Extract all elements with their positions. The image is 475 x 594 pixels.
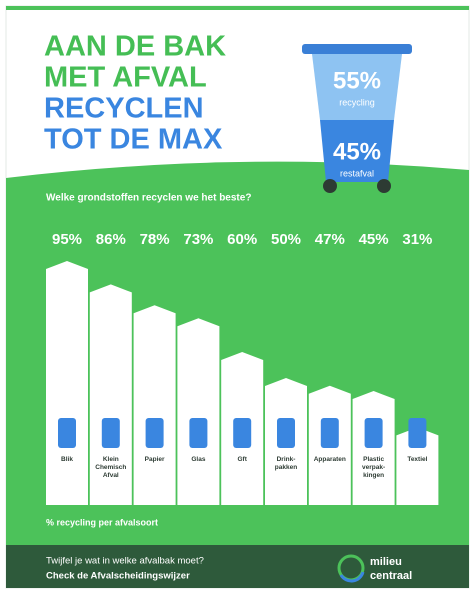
category-label: Textiel (396, 456, 438, 464)
infographic: AAN DE BAK MET AFVAL RECYCLEN TOT DE MAX… (0, 0, 475, 594)
value-label: 47% (315, 231, 345, 248)
caption: % recycling per afvalsoort (46, 517, 158, 527)
wheel (377, 179, 391, 193)
value-label: 78% (140, 231, 170, 248)
bar (46, 261, 88, 505)
chart-title: Welke grondstoffen recyclen we het beste… (46, 193, 251, 204)
icon (58, 418, 76, 448)
category-label: Gft (221, 456, 263, 464)
value-label: 73% (183, 231, 213, 248)
category-label: Drink- pakken (265, 456, 307, 472)
bin-value: 45% (333, 138, 381, 165)
bar (134, 305, 176, 505)
icon (365, 418, 383, 448)
value-label: 50% (271, 231, 301, 248)
bin-label: restafval (340, 168, 374, 178)
category-label: Papier (134, 456, 176, 464)
value-label: 86% (96, 231, 126, 248)
wheel (323, 179, 337, 193)
footer-question: Twijfel je wat in welke afvalbak moet? (46, 556, 204, 567)
bin-label: recycling (339, 97, 375, 107)
category-label: Klein Chemisch Afval (90, 456, 132, 480)
category-label: Glas (177, 456, 219, 464)
value-label: 45% (359, 231, 389, 248)
category-label: Apparaten (309, 456, 351, 464)
title-line: RECYCLEN (44, 93, 204, 125)
bin-value: 55% (333, 67, 381, 94)
category-label: Plastic verpak- kingen (353, 456, 395, 480)
value-label: 31% (402, 231, 432, 248)
icon (102, 418, 120, 448)
value-label: 95% (52, 231, 82, 248)
icon (277, 418, 295, 448)
title-line: AAN DE BAK (44, 31, 226, 63)
icon (146, 418, 164, 448)
category-label: Blik (46, 456, 88, 464)
footer-link[interactable]: Check de Afvalscheidingswijzer (46, 571, 190, 582)
chart: AAN DE BAK MET AFVAL RECYCLEN TOT DE MAX… (0, 0, 475, 594)
logo-text: milieu (370, 556, 402, 568)
icon (233, 418, 251, 448)
title-line: MET AFVAL (44, 62, 207, 94)
title-line: TOT DE MAX (44, 124, 223, 156)
logo-text: centraal (370, 570, 412, 582)
bin-lid (302, 44, 412, 54)
icon (321, 418, 339, 448)
title: AAN DE BAK MET AFVAL RECYCLEN TOT DE MAX (44, 31, 226, 156)
bar (177, 318, 219, 505)
value-label: 60% (227, 231, 257, 248)
icon (189, 418, 207, 448)
icon (408, 418, 426, 448)
top-strip (6, 6, 469, 10)
